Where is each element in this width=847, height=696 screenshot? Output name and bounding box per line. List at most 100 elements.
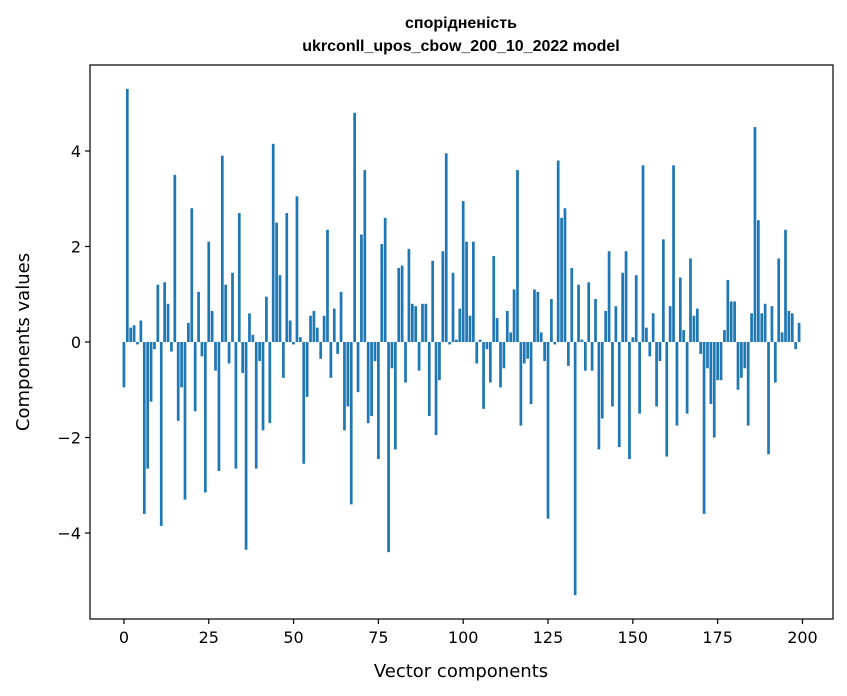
bar bbox=[790, 313, 794, 342]
bar bbox=[414, 306, 418, 342]
bar bbox=[370, 342, 373, 417]
x-axis-label: Vector components bbox=[374, 661, 548, 682]
bar bbox=[366, 342, 370, 424]
x-tick-label: 125 bbox=[533, 628, 564, 647]
bar bbox=[261, 342, 265, 431]
bar bbox=[539, 332, 543, 342]
bar bbox=[567, 342, 570, 366]
bar bbox=[784, 229, 787, 342]
bar bbox=[173, 174, 177, 342]
bar bbox=[733, 301, 736, 342]
bar bbox=[451, 272, 455, 342]
bar bbox=[645, 327, 648, 342]
bar bbox=[563, 208, 567, 342]
bar bbox=[780, 332, 784, 342]
bar bbox=[689, 258, 692, 342]
bar bbox=[163, 282, 166, 342]
bar bbox=[587, 282, 591, 342]
bar bbox=[268, 342, 272, 424]
bar bbox=[472, 241, 475, 342]
bar bbox=[468, 315, 472, 342]
bar bbox=[617, 342, 621, 448]
bar bbox=[387, 342, 390, 553]
bar bbox=[390, 342, 394, 369]
bar bbox=[319, 342, 323, 359]
bar bbox=[543, 342, 546, 362]
bar bbox=[254, 342, 258, 469]
bar bbox=[529, 342, 533, 405]
bar bbox=[773, 342, 777, 383]
bar bbox=[248, 313, 251, 342]
y-axis-label: Components values bbox=[13, 253, 34, 431]
bar bbox=[695, 308, 699, 342]
bar bbox=[743, 342, 747, 369]
bar bbox=[573, 342, 577, 596]
bar bbox=[611, 342, 614, 407]
bar bbox=[692, 315, 696, 342]
bar bbox=[166, 303, 170, 342]
bar bbox=[604, 310, 608, 342]
bar bbox=[214, 342, 217, 371]
bar bbox=[275, 222, 278, 342]
bar bbox=[424, 303, 428, 342]
bar bbox=[488, 342, 492, 383]
bar bbox=[353, 112, 356, 342]
bar bbox=[237, 213, 241, 342]
bar bbox=[455, 339, 458, 342]
bar bbox=[251, 334, 255, 342]
bar bbox=[502, 342, 506, 369]
bar bbox=[665, 342, 669, 457]
bar bbox=[329, 342, 333, 378]
bar bbox=[634, 275, 638, 342]
bar bbox=[322, 315, 326, 342]
bar bbox=[641, 165, 645, 342]
bar bbox=[377, 342, 380, 460]
bar bbox=[729, 301, 733, 342]
bar bbox=[699, 342, 703, 354]
bar bbox=[282, 342, 285, 378]
bar bbox=[125, 88, 129, 342]
bar bbox=[526, 342, 530, 359]
bar bbox=[702, 342, 706, 514]
bar bbox=[417, 342, 421, 371]
bar bbox=[176, 342, 180, 421]
bar bbox=[210, 310, 214, 342]
bar bbox=[553, 342, 557, 345]
bar bbox=[278, 275, 282, 342]
bar bbox=[122, 342, 126, 388]
bar bbox=[505, 310, 509, 342]
bar bbox=[292, 342, 295, 345]
x-tick-label: 175 bbox=[702, 628, 733, 647]
bar bbox=[360, 234, 363, 342]
bar bbox=[706, 342, 709, 369]
bar bbox=[600, 342, 604, 419]
bar bbox=[132, 325, 136, 342]
bar bbox=[570, 267, 574, 342]
bar bbox=[458, 308, 462, 342]
bar bbox=[410, 303, 414, 342]
bar bbox=[139, 320, 143, 342]
x-tick-label: 75 bbox=[368, 628, 388, 647]
bar bbox=[763, 303, 767, 342]
bar bbox=[200, 342, 204, 357]
bar bbox=[777, 258, 781, 342]
bar bbox=[431, 260, 435, 342]
bar bbox=[621, 272, 625, 342]
bar bbox=[753, 127, 757, 342]
bar bbox=[624, 251, 628, 342]
bar bbox=[767, 342, 770, 455]
x-axis-ticks: 0 25 50 75 100 125 150 175 200 bbox=[119, 619, 818, 647]
bar bbox=[651, 313, 655, 342]
bar bbox=[180, 342, 183, 388]
bar bbox=[302, 342, 306, 464]
bar bbox=[404, 342, 407, 383]
bar bbox=[231, 272, 234, 342]
bar bbox=[312, 310, 316, 342]
bar bbox=[465, 241, 468, 342]
bar bbox=[712, 342, 716, 438]
bar bbox=[509, 332, 513, 342]
bar bbox=[444, 153, 448, 342]
bar bbox=[288, 320, 292, 342]
bar bbox=[499, 342, 502, 388]
bar bbox=[326, 229, 329, 342]
